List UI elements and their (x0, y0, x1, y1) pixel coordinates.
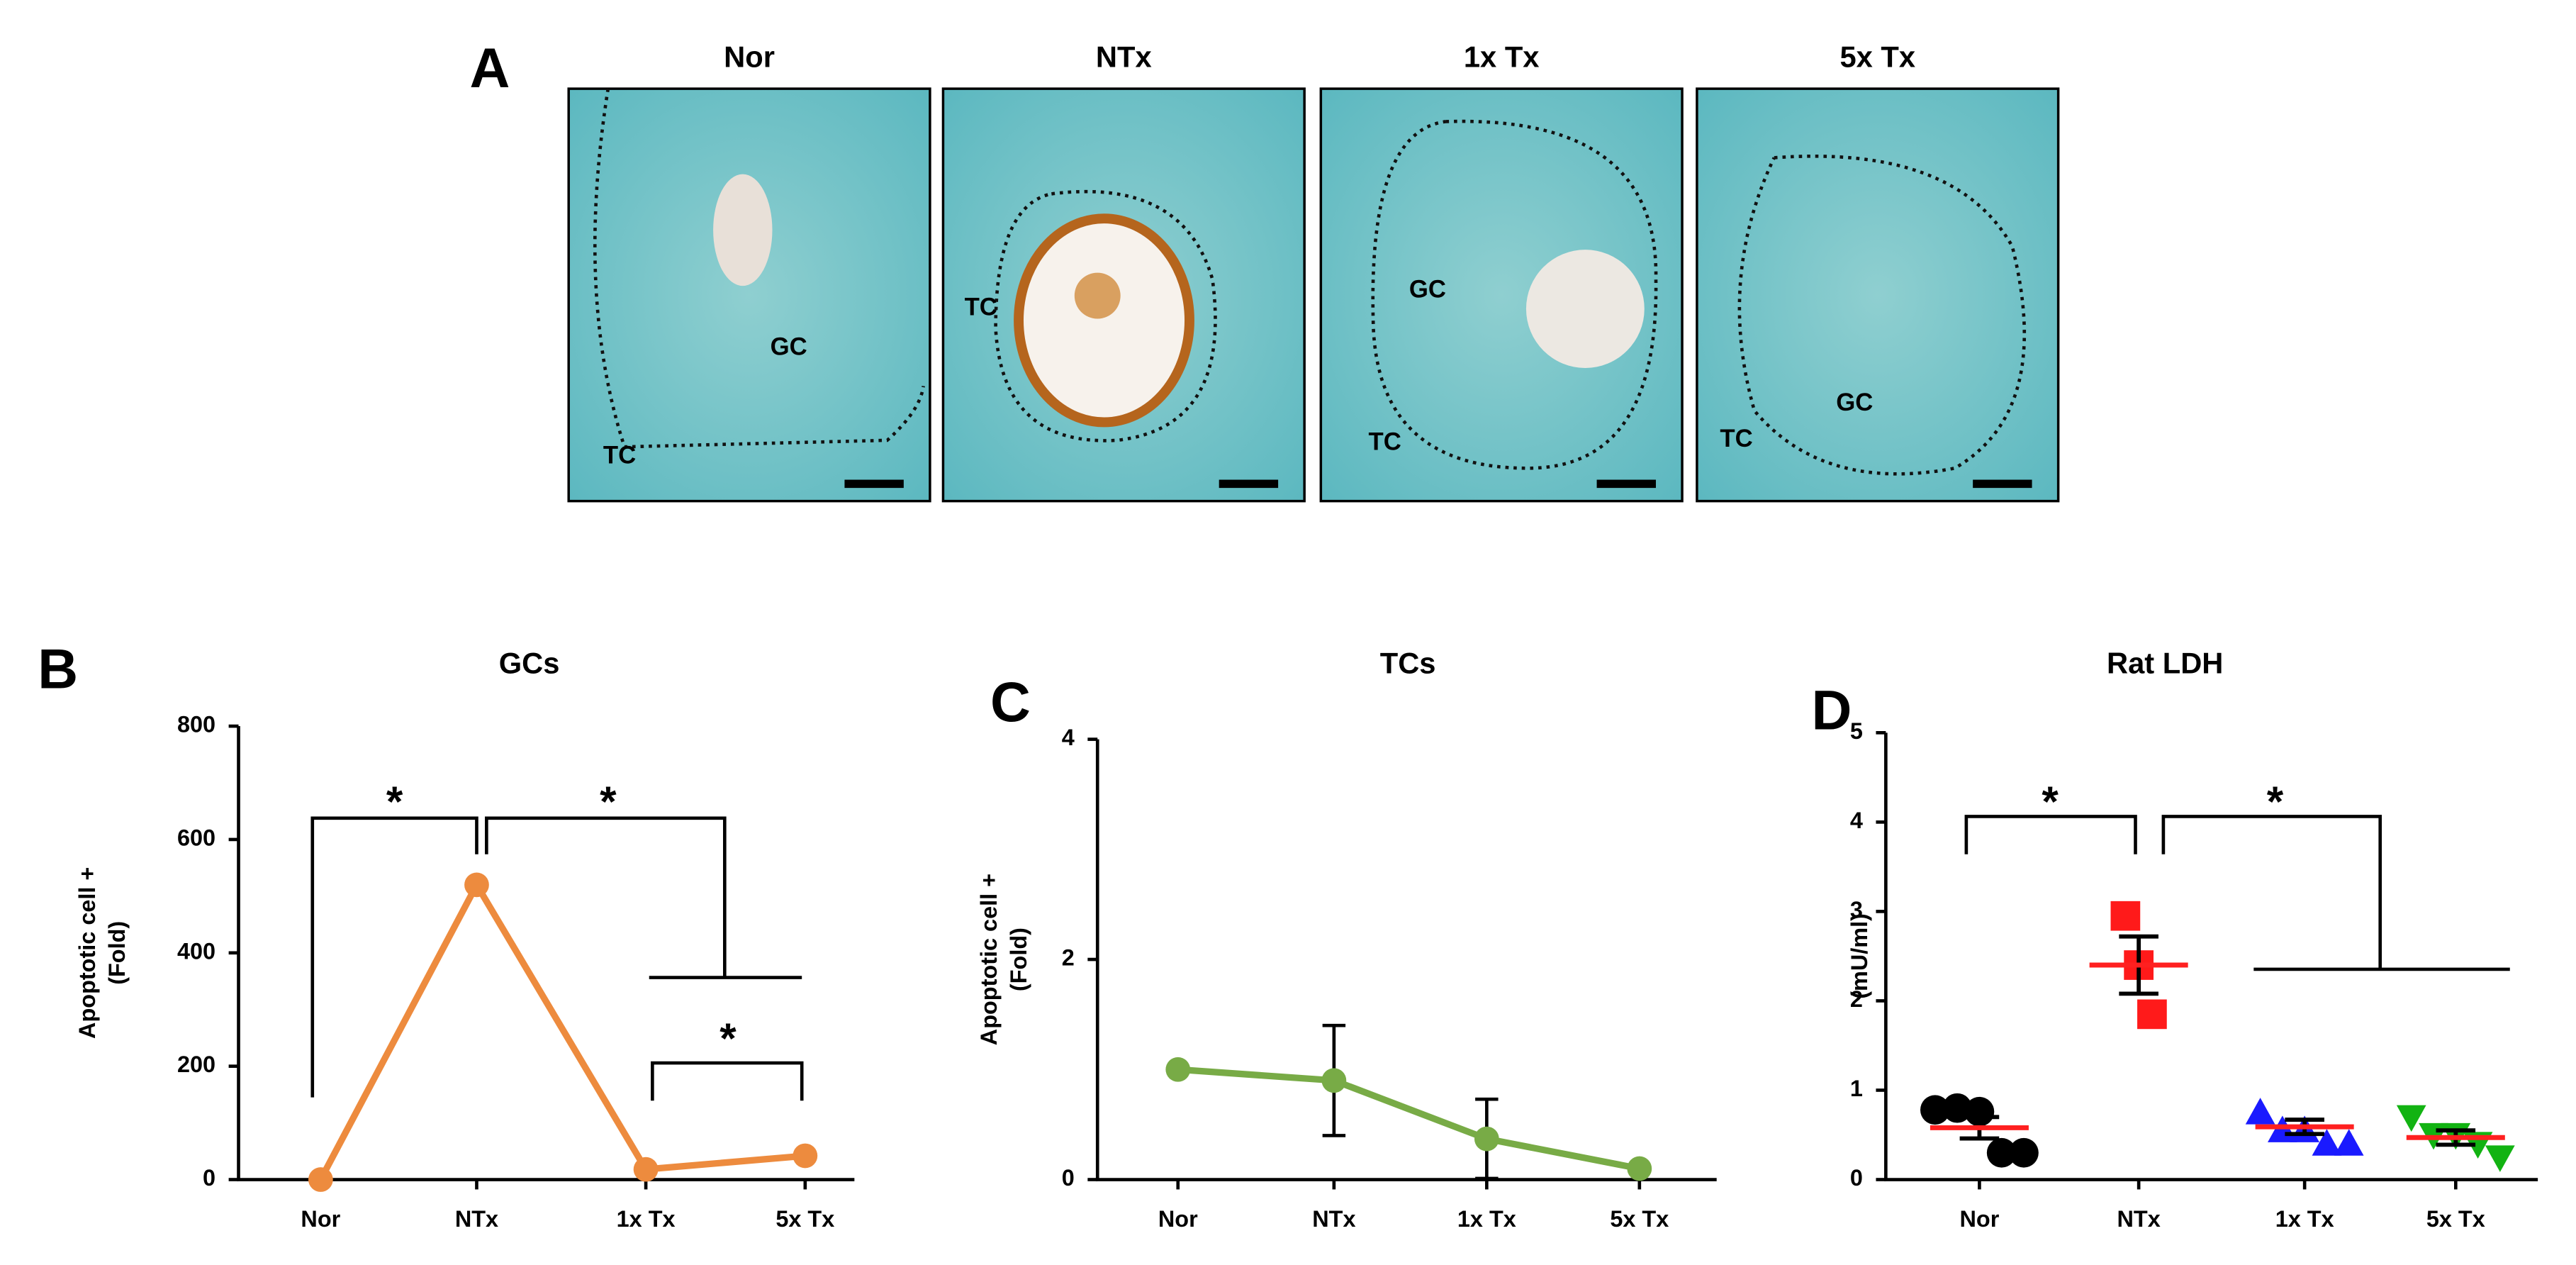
data-point (2110, 901, 2141, 931)
x-tick-label: 5x Tx (775, 1206, 834, 1232)
scale-bar (1973, 479, 2032, 489)
significance-bracket (310, 816, 478, 1098)
y-tick-label: 1 (1850, 1076, 1863, 1101)
x-tick-label: 5x Tx (2426, 1206, 2485, 1232)
significance-star: * (2267, 777, 2284, 825)
data-point (2009, 1137, 2039, 1168)
data-point (1986, 1137, 2017, 1168)
image-label: GC (1409, 276, 1446, 303)
x-tick-label: 1x Tx (2275, 1206, 2334, 1232)
axes (237, 726, 855, 1181)
y-tick-label: 4 (1062, 725, 1075, 750)
y-tick-label: 200 (177, 1052, 215, 1077)
micrograph (1696, 87, 2060, 503)
data-point (2485, 1145, 2515, 1172)
image-label: TC (1720, 425, 1752, 452)
x-tick-label: NTx (2117, 1206, 2161, 1232)
oocyte (1074, 272, 1121, 319)
follicle-outline (1737, 155, 2027, 476)
data-point (2245, 1098, 2275, 1125)
x-tick-label: Nor (301, 1206, 340, 1232)
chart-title: TCs (1380, 646, 1436, 679)
image-label: TC (965, 294, 997, 321)
image-label: TC (1369, 429, 1401, 456)
x-tick-label: 1x Tx (1457, 1206, 1516, 1232)
data-point (308, 1167, 333, 1192)
image-title: 5x Tx (1839, 40, 1915, 73)
y-tick-label: 0 (1062, 1165, 1075, 1191)
micrograph (567, 87, 931, 503)
significance-star: * (600, 777, 617, 825)
significance-bracket (651, 1061, 804, 1101)
panel-letter: C (990, 671, 1031, 733)
image-title: NTx (1096, 40, 1152, 73)
image-label: GC (771, 333, 807, 360)
y-axis-label: (mU/ml) (1847, 913, 1872, 999)
y-axis-label: Apoptotic cell + (74, 867, 100, 1039)
data-point (2312, 1129, 2342, 1156)
data-point (1474, 1126, 1499, 1152)
y-tick-label: 400 (177, 938, 215, 964)
panel-letter: D (1811, 679, 1852, 742)
significance-bracket (485, 816, 727, 978)
oocyte (1525, 250, 1645, 368)
x-tick-label: Nor (1158, 1206, 1198, 1232)
significance-bracket (2161, 815, 2382, 969)
x-tick-label: 5x Tx (1610, 1206, 1669, 1232)
y-tick-label: 2 (1062, 945, 1075, 971)
data-point (793, 1143, 818, 1169)
y-axis-label: (Fold) (1006, 927, 1031, 991)
chart-title: Rat LDH (2107, 646, 2223, 679)
data-point (2396, 1105, 2426, 1132)
y-tick-label: 600 (177, 825, 215, 850)
scale-bar (1219, 479, 1279, 489)
significance-star: * (386, 777, 403, 825)
panel-letter: B (38, 638, 78, 701)
significance-bracket (1964, 815, 2137, 854)
data-point (1165, 1057, 1191, 1082)
data-line (318, 878, 806, 1181)
data-line (1177, 1066, 1640, 1172)
y-axis-label: (Fold) (104, 921, 130, 985)
lumen (713, 174, 773, 286)
data-point (464, 872, 489, 898)
x-tick-label: 1x Tx (617, 1206, 676, 1232)
data-point (1627, 1156, 1652, 1181)
antrum (1014, 213, 1194, 428)
scale-bar (844, 479, 904, 489)
chart-title: GCs (499, 646, 560, 679)
y-tick-label: 0 (1850, 1165, 1863, 1191)
significance-star: * (2042, 777, 2059, 825)
x-tick-label: NTx (455, 1206, 498, 1232)
x-tick-label: NTx (1312, 1206, 1355, 1232)
data-point (1321, 1068, 1347, 1093)
data-point (2334, 1129, 2364, 1156)
image-title: 1x Tx (1464, 40, 1540, 73)
y-tick-label: 800 (177, 712, 215, 737)
scale-bar (1596, 479, 1656, 489)
y-tick-label: 4 (1850, 808, 1863, 833)
image-label: GC (1836, 389, 1873, 416)
data-point (633, 1157, 659, 1182)
x-tick-label: Nor (1959, 1206, 1999, 1232)
y-axis-label: Apoptotic cell + (976, 874, 1002, 1045)
panel-letter: A (470, 37, 510, 99)
significance-star: * (719, 1014, 737, 1062)
y-tick-label: 5 (1850, 718, 1863, 744)
follicle-outline (593, 88, 925, 449)
data-point (1920, 1095, 1950, 1125)
y-tick-label: 0 (203, 1165, 215, 1191)
data-point (2137, 999, 2167, 1030)
image-title: Nor (724, 40, 775, 73)
follicle-outline (994, 189, 1217, 442)
y-tick-label: 3 (1850, 897, 1863, 923)
axes (1095, 739, 1717, 1181)
image-label: TC (603, 442, 636, 469)
y-tick-label: 2 (1850, 986, 1863, 1012)
